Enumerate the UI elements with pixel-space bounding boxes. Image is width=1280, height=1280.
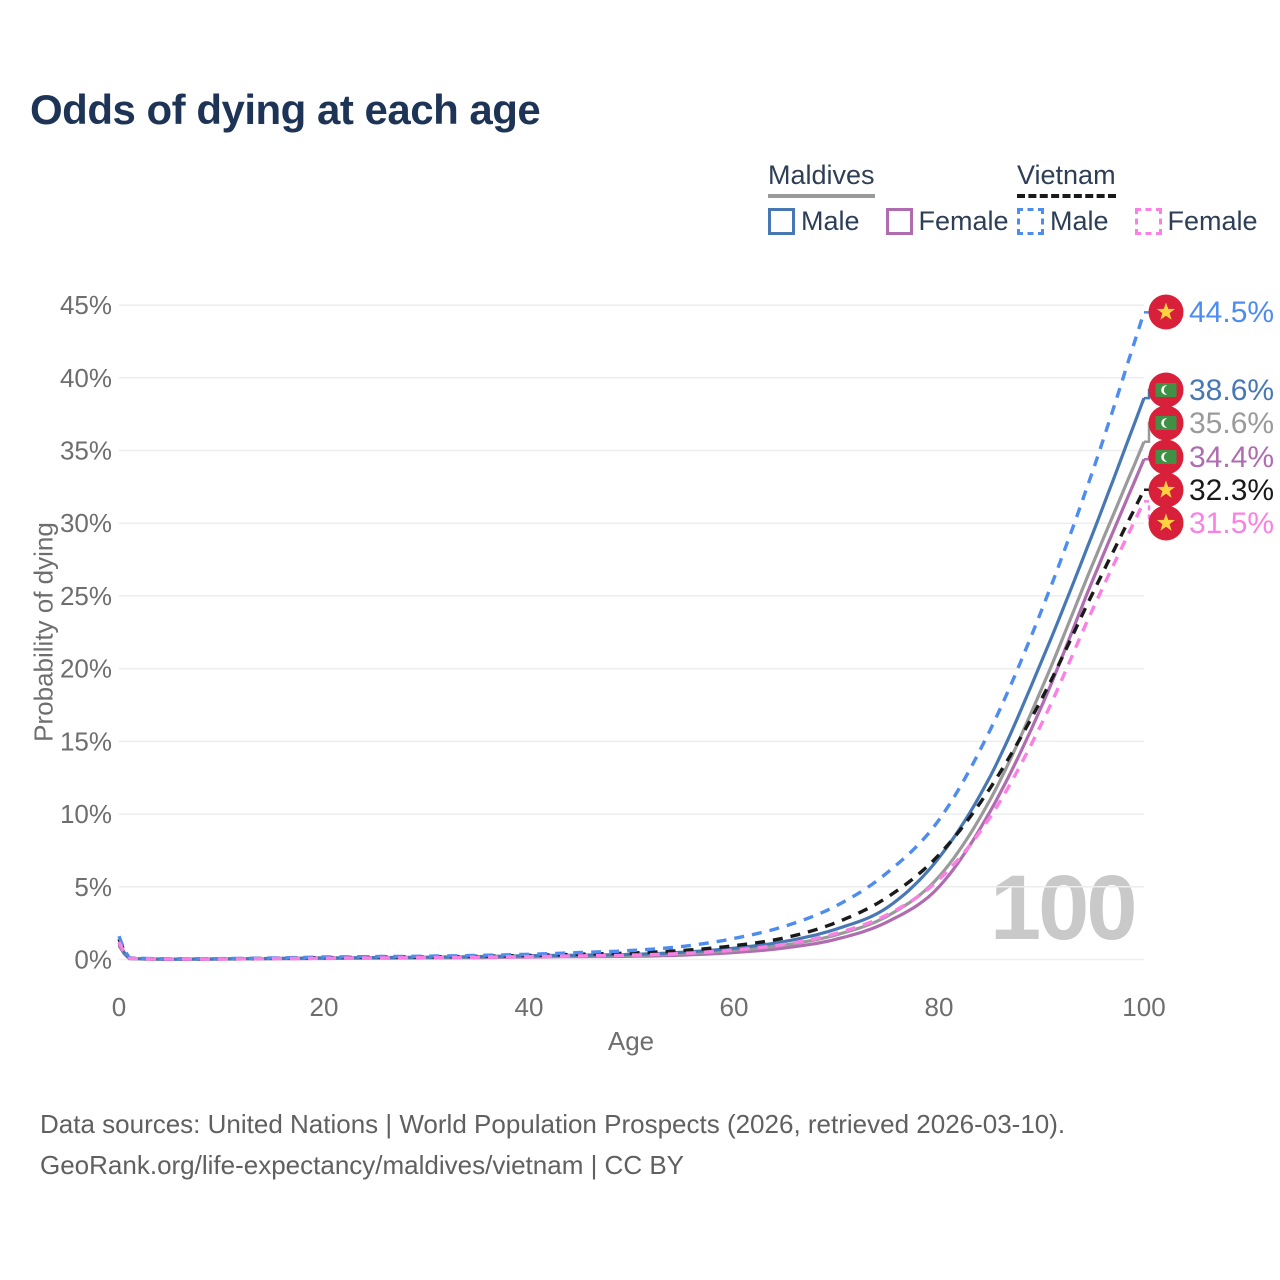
end-value-label-vietnam-female: 31.5% (1189, 507, 1274, 540)
legend-label: Male (1050, 206, 1109, 236)
vietnam-male-swatch-icon (1017, 208, 1044, 235)
x-axis-title: Age (607, 1026, 655, 1056)
x-tick-label: 60 (720, 992, 749, 1022)
data-source-note: Data sources: United Nations | World Pop… (40, 1104, 1065, 1186)
y-tick-label: 0% (74, 945, 112, 975)
x-tick-label: 20 (310, 992, 339, 1022)
legend-country-maldives[interactable]: Maldives (768, 160, 875, 198)
legend-label: Female (1167, 206, 1258, 236)
series-line-vietnam[interactable] (117, 489, 1146, 961)
y-axis-title: Probability of dying (28, 522, 59, 742)
age-watermark: 100 (990, 857, 1137, 959)
legend-item-maldives-male[interactable]: Male (768, 206, 860, 237)
maldives-female-swatch-icon (885, 208, 913, 235)
legend-label: Male (801, 206, 860, 236)
plot-area: 0% 5% 10% 15% 20% 25% 30% 35% 40% 45% 0 20 40 60 80 100… (60, 290, 1274, 1022)
legend-item-maldives-female[interactable]: Female (885, 206, 1009, 237)
end-value-label-maldives-male: 38.6% (1189, 374, 1274, 407)
maldives-male-swatch-icon (768, 208, 795, 235)
y-tick-label: 45% (60, 290, 112, 320)
y-tick-label: 30% (60, 508, 112, 538)
end-value-label-maldives: 35.6% (1189, 407, 1274, 440)
legend-group-maldives: Maldives Male Female (768, 160, 1009, 237)
y-tick-label: 35% (60, 435, 112, 465)
y-tick-label: 25% (60, 581, 112, 611)
end-value-label-vietnam: 32.3% (1189, 474, 1274, 507)
data-source-line: Data sources: United Nations | World Pop… (40, 1109, 1066, 1139)
flag-badge-maldives-icon (1148, 372, 1184, 408)
y-tick-label: 40% (60, 363, 112, 393)
x-tick-label: 40 (515, 992, 544, 1022)
legend-group-vietnam: Vietnam Male Female (1017, 160, 1258, 237)
legend-items-vietnam: Male Female (1017, 206, 1258, 237)
legend-label: Female (918, 206, 1009, 236)
end-value-label-maldives-female: 34.4% (1189, 441, 1274, 474)
series-line-maldives-male[interactable] (117, 397, 1146, 961)
vietnam-female-swatch-icon (1134, 208, 1162, 235)
series-line-maldives[interactable] (117, 441, 1146, 961)
page-title: Odds of dying at each age (30, 86, 541, 133)
legend-item-vietnam-male[interactable]: Male (1017, 206, 1109, 237)
y-tick-label: 10% (60, 799, 112, 829)
flag-badge-vietnam-icon (1148, 472, 1184, 508)
x-tick-label: 80 (925, 992, 954, 1022)
y-tick-label: 15% (60, 726, 112, 756)
x-tick-label: 0 (112, 992, 126, 1022)
series-line-maldives-female[interactable] (117, 458, 1146, 961)
series-line-vietnam-male[interactable] (117, 311, 1146, 961)
flag-badge-vietnam-icon (1148, 294, 1184, 330)
flag-badge-maldives-icon (1148, 439, 1184, 475)
y-tick-label: 20% (60, 654, 112, 684)
legend-item-vietnam-female[interactable]: Female (1134, 206, 1258, 237)
attribution-line: GeoRank.org/life-expectancy/maldives/vie… (40, 1150, 685, 1180)
x-tick-label: 100 (1122, 992, 1165, 1022)
legend-country-vietnam[interactable]: Vietnam (1017, 160, 1116, 198)
flag-badge-vietnam-icon (1148, 505, 1184, 541)
flag-badge-maldives-icon (1148, 405, 1184, 441)
end-value-label-vietnam-male: 44.5% (1189, 296, 1274, 329)
legend-items-maldives: Male Female (768, 206, 1009, 237)
y-tick-label: 5% (74, 872, 112, 902)
